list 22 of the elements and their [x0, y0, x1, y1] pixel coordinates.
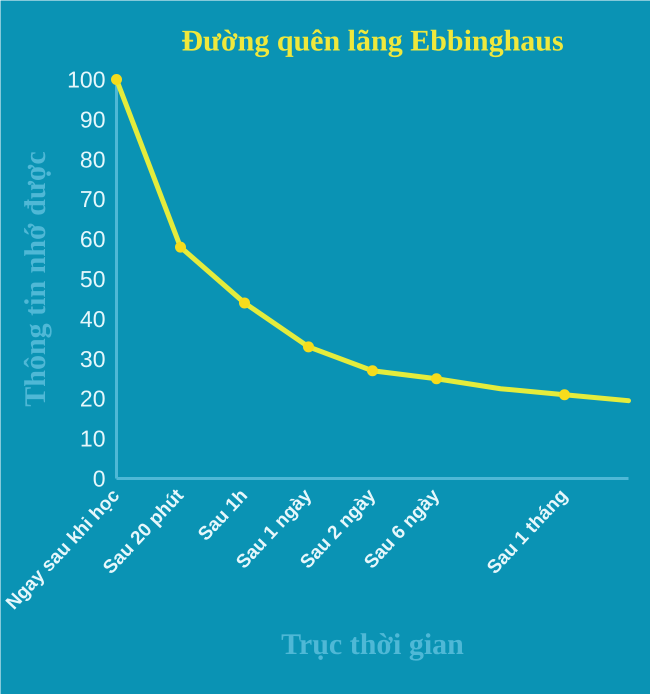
y-tick-label: 60: [80, 226, 106, 252]
chart-title: Đường quên lãng Ebbinghaus: [181, 24, 564, 58]
y-tick-label: 90: [80, 106, 106, 132]
y-tick-label: 40: [80, 306, 106, 332]
point: [111, 74, 122, 85]
x-axis-title: Trục thời gian: [281, 628, 464, 662]
y-tick-label: 20: [80, 386, 106, 412]
y-tick-label: 80: [80, 146, 106, 172]
point: [559, 389, 570, 400]
y-tick-label: 70: [80, 186, 106, 212]
y-tick-label: 100: [67, 66, 106, 92]
point: [431, 373, 442, 384]
point: [303, 341, 314, 352]
y-axis-title: Thông tin nhớ được: [19, 151, 52, 407]
y-tick-label: 50: [80, 266, 106, 292]
y-tick-label: 30: [80, 346, 106, 372]
point: [175, 242, 186, 253]
y-tick-label: 10: [80, 426, 106, 452]
point: [239, 297, 250, 308]
y-tick-label: 0: [92, 466, 106, 492]
x-tick-label: Sau 1h: [194, 485, 252, 546]
point: [367, 365, 378, 376]
